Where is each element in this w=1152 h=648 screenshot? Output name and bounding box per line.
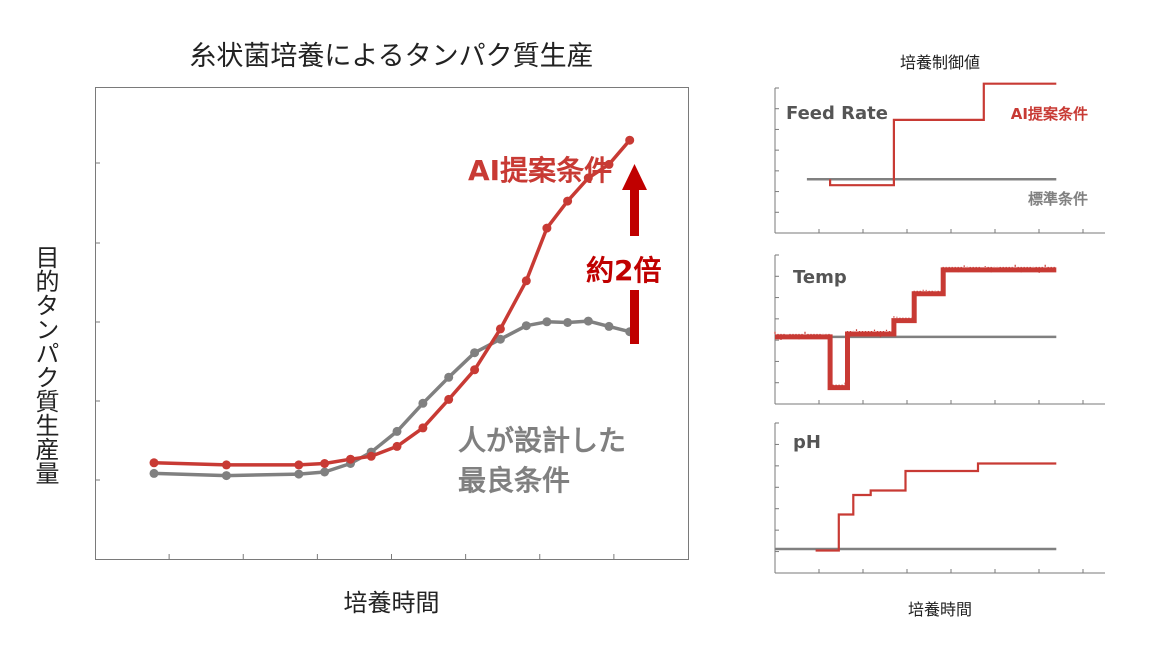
human-best-label-line2: 最良条件 [458, 464, 570, 497]
panel-ai-line [775, 267, 1057, 391]
ai-proposal-point [149, 458, 159, 468]
series-ai-proposal [149, 135, 635, 470]
ai-condition-label: AI提案条件 [468, 154, 612, 187]
ai-proposal-point [366, 451, 376, 461]
gain-arrow-head [622, 164, 647, 190]
human-best-point [149, 468, 159, 478]
ai-proposal-point [221, 460, 231, 470]
ai-proposal-point [583, 173, 593, 183]
gain-arrow-lower-bar [630, 290, 639, 344]
human-best-point [521, 321, 531, 331]
panel-feed-rate-standard-label: 標準条件 [1028, 190, 1088, 208]
human-best-point [563, 318, 573, 327]
series-human-best [149, 316, 635, 481]
ai-proposal-point [320, 459, 330, 468]
main-axis-ticks [95, 162, 615, 559]
human-best-point [542, 317, 552, 327]
human-best-label-line1: 人が設計した [458, 424, 626, 457]
human-best-point [470, 348, 480, 358]
gain-arrow-shaft [630, 186, 639, 236]
ai-proposal-point [346, 454, 355, 464]
human-best-point [221, 471, 231, 481]
ai-proposal-point [444, 394, 454, 404]
ai-proposal-point [392, 441, 402, 451]
ai-proposal-point [294, 460, 304, 470]
ai-proposal-point [563, 196, 573, 206]
panel-ai-noise [913, 289, 942, 296]
human-best-point [320, 467, 330, 477]
panel-temp-title: Temp [793, 267, 847, 288]
panel-ai-noise [942, 264, 1055, 273]
ai-proposal-point [495, 324, 505, 334]
ai-proposal-point [625, 135, 635, 145]
ai-proposal-point [470, 365, 480, 375]
control-values-x-axis-label: 培養時間 [907, 600, 972, 619]
panel-feed-rate-title: Feed Rate [786, 103, 888, 124]
human-best-point [294, 469, 304, 479]
human-best-point [604, 321, 614, 331]
ai-proposal-point [521, 276, 531, 286]
human-best-point [418, 398, 428, 408]
ai-proposal-line [153, 139, 632, 467]
gain-label: 約2倍 [586, 254, 661, 287]
main-chart-title: 糸状菌培養によるタンパク質生産 [189, 41, 594, 72]
panel-ph-title: pH [793, 432, 821, 453]
gain-arrow [622, 164, 647, 344]
human-best-point [392, 426, 402, 436]
human-best-point [495, 334, 505, 344]
panel-feed-rate-ai-label: AI提案条件 [1011, 105, 1088, 123]
main-plot-frame [95, 87, 689, 560]
human-best-point [583, 316, 593, 326]
ai-proposal-point [604, 159, 614, 169]
ai-proposal-point [542, 223, 552, 233]
panel-temp: Temp [774, 254, 1105, 405]
main-chart-y-axis-label: 目的タンパク質生産量 [31, 245, 59, 485]
panel-ai-noise [846, 329, 894, 338]
human-best-point [444, 372, 454, 382]
panel-feed-rate: Feed Rate AI提案条件 標準条件 [774, 82, 1105, 234]
main-chart-x-axis-label: 培養時間 [343, 589, 440, 617]
panel-ai-line [828, 82, 1057, 187]
panel-ph: pH [774, 422, 1105, 574]
panel-ai-noise [893, 316, 913, 322]
panel-ai-noise [829, 382, 846, 389]
panel-ai-line [815, 462, 1057, 552]
ai-proposal-point [418, 423, 428, 433]
control-values-title: 培養制御値 [899, 53, 980, 72]
